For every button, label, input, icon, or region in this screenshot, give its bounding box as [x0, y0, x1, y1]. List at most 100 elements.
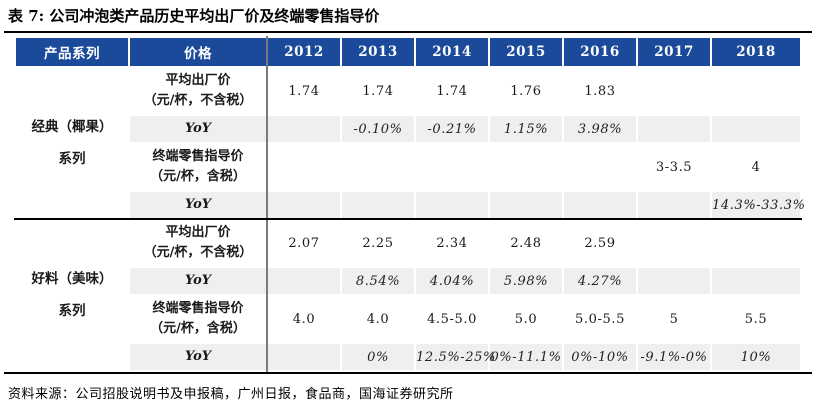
- price-label-line: 终端零售指导价: [152, 301, 244, 316]
- header-cell-2018: 2018: [712, 38, 800, 66]
- product-series-name: 系列: [58, 303, 86, 319]
- table-body: 经典（椰果） 系列 平均出厂价 （元/杯，不含税） 1.74 1.74 1.74 1.76 1.…: [16, 68, 805, 370]
- yoy-value-cell: 0%-11.1%: [490, 344, 562, 370]
- header-cell-product-series: 产品系列: [16, 38, 128, 66]
- yoy-value-cell: 5.98%: [490, 268, 562, 294]
- yoy-value-cell: 10%: [712, 344, 800, 370]
- yoy-value-cell: 4.04%: [416, 268, 488, 294]
- value-cell: [416, 144, 488, 190]
- value-cell: 2.59: [584, 235, 616, 251]
- value-cell: 1.74: [288, 83, 320, 99]
- product-series-cell: 经典（椰果） 系列: [16, 68, 128, 218]
- header-cell-2012: 2012: [268, 38, 340, 66]
- yoy-value-cell: [490, 192, 562, 218]
- price-label-line: （元/杯，含税）: [150, 321, 246, 336]
- table-row: YoY 0% 12.5%-25% 0%-11.1% 0%-10% -9.1%-0% 10%: [16, 344, 800, 370]
- value-cell: 5: [669, 311, 679, 327]
- price-label-cell: 终端零售指导价 （元/杯，含税）: [130, 144, 266, 190]
- price-label-line: 平均出厂价: [165, 225, 231, 240]
- value-cell: 5.5: [744, 311, 768, 327]
- value-cell: 5.0-5.5: [575, 311, 625, 327]
- yoy-value-cell: 4.27%: [564, 268, 636, 294]
- header-row: 产品系列 价格 2012 2013 2014 2015 2016 2017 2018: [16, 38, 800, 66]
- yoy-value-cell: [268, 116, 340, 142]
- yoy-value-cell: -9.1%-0%: [638, 344, 710, 370]
- price-label-line: （元/杯，含税）: [150, 169, 246, 184]
- header-cell-2016: 2016: [564, 38, 636, 66]
- value-cell: [564, 144, 636, 190]
- price-label-line: 终端零售指导价: [152, 149, 244, 164]
- title-rule: [4, 31, 812, 33]
- value-cell: 4.5-5.0: [427, 311, 477, 327]
- yoy-value-cell: [268, 344, 340, 370]
- product-series-name: 系列: [58, 151, 86, 167]
- price-label-cell: 平均出厂价 （元/杯，不含税）: [130, 220, 266, 266]
- header-cell-2015: 2015: [490, 38, 562, 66]
- price-label-cell: 终端零售指导价 （元/杯，含税）: [130, 296, 266, 342]
- table-bottom-rule: [4, 372, 812, 374]
- price-label-line: （元/杯，不含税）: [143, 93, 253, 108]
- yoy-value-cell: 3.98%: [564, 116, 636, 142]
- value-cell: 2.34: [436, 235, 468, 251]
- source-note: 资料来源：公司招股说明书及申报稿，广州日报，食品商，国海证券研究所: [8, 387, 454, 402]
- value-cell: [712, 220, 800, 266]
- yoy-value-cell: 8.54%: [342, 268, 414, 294]
- yoy-value-cell: [416, 192, 488, 218]
- value-cell: 1.76: [510, 83, 542, 99]
- table-row: 终端零售指导价 （元/杯，含税） 4.0 4.0 4.5-5.0 5.0 5.0-5.5 5 5…: [16, 296, 800, 342]
- table-row: 好料（美味） 系列 平均出厂价 （元/杯，不含税） 2.07 2.25 2.34 2.48 2.…: [16, 220, 800, 370]
- value-cell: 1.74: [436, 83, 468, 99]
- price-label-line: （元/杯，不含税）: [143, 245, 253, 260]
- value-cell: [638, 68, 710, 114]
- value-cell: 4.0: [292, 311, 316, 327]
- yoy-value-cell: [712, 268, 800, 294]
- price-table-container: 产品系列 价格 2012 2013 2014 2015 2016 2017 2018 经典（椰果…: [14, 36, 805, 372]
- header-cell-2014: 2014: [416, 38, 488, 66]
- product-series-name: 好料（美味）: [31, 271, 113, 287]
- price-table: 产品系列 价格 2012 2013 2014 2015 2016 2017 2018 经典（椰果…: [14, 36, 805, 372]
- value-cell: 2.07: [288, 235, 320, 251]
- yoy-label-cell: YoY: [130, 116, 266, 142]
- table-row: YoY 14.3%-33.3%: [16, 192, 805, 218]
- column-divider-line: [266, 36, 268, 372]
- value-cell: [490, 144, 562, 190]
- value-cell: 5.0: [514, 311, 538, 327]
- table-row: 经典（椰果） 系列 平均出厂价 （元/杯，不含税） 1.74 1.74 1.74 1.76 1.…: [16, 68, 800, 218]
- yoy-value-cell: 1.15%: [490, 116, 562, 142]
- value-cell: [342, 144, 414, 190]
- product-series-cell: 好料（美味） 系列: [16, 220, 128, 370]
- value-cell: [268, 144, 340, 190]
- value-cell: [712, 68, 800, 114]
- value-cell: 2.48: [510, 235, 542, 251]
- yoy-value-cell: -0.21%: [416, 116, 488, 142]
- table-row: 终端零售指导价 （元/杯，含税） 3-3.5 4: [16, 144, 800, 190]
- value-cell: 4: [751, 159, 761, 175]
- product-series-name: 经典（椰果）: [31, 119, 113, 135]
- yoy-value-cell: [342, 192, 414, 218]
- header-cell-2013: 2013: [342, 38, 414, 66]
- header-cell-2017: 2017: [638, 38, 710, 66]
- value-cell: 3-3.5: [655, 159, 693, 175]
- table-row: YoY 8.54% 4.04% 5.98% 4.27%: [16, 268, 800, 294]
- value-cell: 2.25: [362, 235, 394, 251]
- value-cell: 1.83: [584, 83, 616, 99]
- yoy-label-cell: YoY: [130, 192, 266, 218]
- table-title: 表 7: 公司冲泡类产品历史平均出厂价及终端零售指导价: [8, 7, 380, 25]
- yoy-value-cell: 12.5%-25%: [416, 344, 495, 370]
- yoy-label-cell: YoY: [130, 344, 266, 370]
- yoy-value-cell: 14.3%-33.3%: [712, 192, 805, 218]
- yoy-value-cell: [638, 192, 710, 218]
- group-separator-line: [14, 218, 802, 220]
- yoy-value-cell: -0.10%: [342, 116, 414, 142]
- yoy-value-cell: [564, 192, 636, 218]
- value-cell: [638, 220, 710, 266]
- value-cell: 1.74: [362, 83, 394, 99]
- yoy-value-cell: 0%: [342, 344, 414, 370]
- yoy-label-cell: YoY: [130, 268, 266, 294]
- value-cell: 4.0: [366, 311, 390, 327]
- price-label-line: 平均出厂价: [165, 73, 231, 88]
- yoy-value-cell: [638, 268, 710, 294]
- yoy-value-cell: [268, 192, 340, 218]
- yoy-value-cell: 0%-10%: [564, 344, 636, 370]
- yoy-value-cell: [268, 268, 340, 294]
